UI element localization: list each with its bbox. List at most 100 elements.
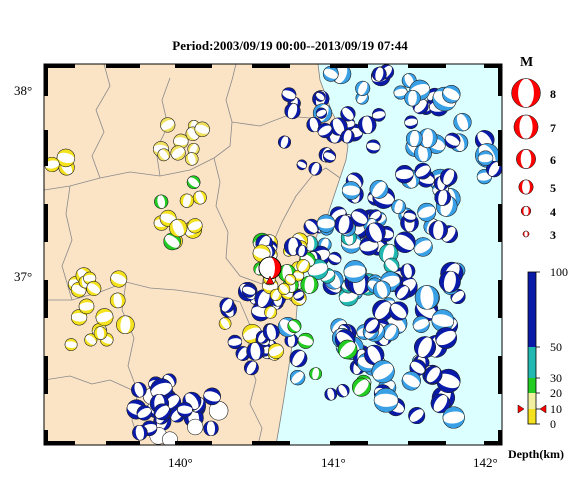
beachball-310 xyxy=(308,162,323,176)
beachball-260 xyxy=(132,424,148,441)
lon-label-140: 140° xyxy=(168,455,193,470)
beachball-262 xyxy=(203,387,221,406)
frame-seg-top-4 xyxy=(175,64,212,68)
beachball-319 xyxy=(408,407,426,425)
beachball-323 xyxy=(442,406,465,429)
beachball-17 xyxy=(358,115,377,135)
beachball-165 xyxy=(324,387,338,401)
beachball-267 xyxy=(110,270,128,288)
beachball-324 xyxy=(371,360,395,384)
beachball-68 xyxy=(428,220,448,240)
beachball-195 xyxy=(244,360,259,376)
beachball-22 xyxy=(340,129,355,144)
beachball-188 xyxy=(254,289,274,309)
beachball-263 xyxy=(136,405,152,421)
beachball-6 xyxy=(393,85,408,100)
beachball-151 xyxy=(435,327,457,349)
beachball-29 xyxy=(453,113,472,132)
magnitude-symbol-5 xyxy=(518,179,534,195)
depth-tick-10: 10 xyxy=(550,402,562,416)
frame-seg-top-2 xyxy=(106,64,140,68)
beachball-228 xyxy=(300,275,319,294)
magnitude-label-5: 5 xyxy=(550,181,556,195)
beachball-161 xyxy=(297,332,314,349)
beachball-311 xyxy=(317,122,333,139)
beachball-299 xyxy=(187,218,203,234)
beachball-309 xyxy=(296,159,308,171)
beachball-112 xyxy=(328,251,342,266)
depth-band-10-20 xyxy=(528,393,536,409)
beachball-142 xyxy=(343,260,367,283)
beachball-210 xyxy=(293,289,305,301)
beachball-224 xyxy=(284,273,296,286)
lat-label-38: 38° xyxy=(14,83,32,98)
beachball-164 xyxy=(352,377,371,397)
beachball-71 xyxy=(414,162,432,180)
beachball-261 xyxy=(162,431,178,445)
beachball-93 xyxy=(403,209,417,223)
beachball-196 xyxy=(219,297,235,313)
beachball-273 xyxy=(78,298,95,315)
mainshock-depth-marker xyxy=(517,404,547,414)
magnitude-symbol-4 xyxy=(520,205,532,217)
depth-band-20-30 xyxy=(528,378,536,393)
beachball-41 xyxy=(442,85,461,104)
beachball-303 xyxy=(169,218,188,238)
beachball-135 xyxy=(414,336,436,359)
beachball-73 xyxy=(440,168,458,186)
beachball-5 xyxy=(366,139,381,154)
frame-seg-right-4 xyxy=(498,204,502,242)
beachball-63 xyxy=(369,180,389,199)
beachball-89 xyxy=(400,263,416,279)
beachball-265 xyxy=(116,315,135,335)
frame-seg-bottom-8 xyxy=(330,441,368,445)
beachball-229 xyxy=(278,282,291,296)
frame-seg-left-6 xyxy=(44,280,48,318)
beachball-280 xyxy=(86,281,102,296)
beachball-47 xyxy=(406,130,423,147)
beachball-257 xyxy=(208,401,229,421)
frame-seg-bottom-12 xyxy=(484,441,502,445)
beachball-331 xyxy=(56,148,76,168)
frame-seg-bottom-2 xyxy=(106,441,140,445)
lon-label-141: 141° xyxy=(321,455,346,470)
beachball-252 xyxy=(131,382,147,398)
frame-seg-right-10 xyxy=(498,430,502,445)
magnitude-symbol-8 xyxy=(511,78,541,108)
beachball-190 xyxy=(268,343,284,359)
beachball-179 xyxy=(218,317,232,330)
magnitude-label-4: 4 xyxy=(550,205,556,219)
frame-seg-left-8 xyxy=(44,356,48,394)
beachball-155 xyxy=(289,349,308,368)
beachball-146 xyxy=(412,315,430,333)
depth-bar-frame xyxy=(527,271,537,425)
depth-band-0-10 xyxy=(528,409,536,424)
lon-label-142: 142° xyxy=(473,455,498,470)
beachball-255 xyxy=(169,407,186,423)
beachball-60 xyxy=(434,189,451,206)
beachball-174 xyxy=(287,319,302,334)
frame-seg-left-4 xyxy=(44,204,48,242)
frame-seg-right-6 xyxy=(498,280,502,318)
beachball-175 xyxy=(337,339,358,360)
depth-tick-0: 0 xyxy=(550,417,556,431)
beachball-285 xyxy=(157,148,171,162)
beachball-109 xyxy=(316,214,336,233)
beachball-281 xyxy=(95,308,114,326)
frame-seg-top-6 xyxy=(252,64,290,68)
beachball-312 xyxy=(281,87,297,103)
period-title: Period:2003/09/19 00:00--2013/09/19 07:4… xyxy=(172,38,408,53)
beachball-150 xyxy=(439,270,461,293)
beachball-57 xyxy=(417,202,437,222)
depth-tick-50: 50 xyxy=(550,340,562,354)
beachball-55 xyxy=(413,237,433,257)
beachball-271 xyxy=(64,338,78,351)
beachball-328 xyxy=(401,371,421,391)
beachball-30 xyxy=(404,90,421,107)
depth-tick-30: 30 xyxy=(550,371,562,385)
beachball-10 xyxy=(404,115,418,129)
beachball-199 xyxy=(227,334,243,350)
beachball-258 xyxy=(177,401,193,418)
beachball-221 xyxy=(296,259,311,273)
